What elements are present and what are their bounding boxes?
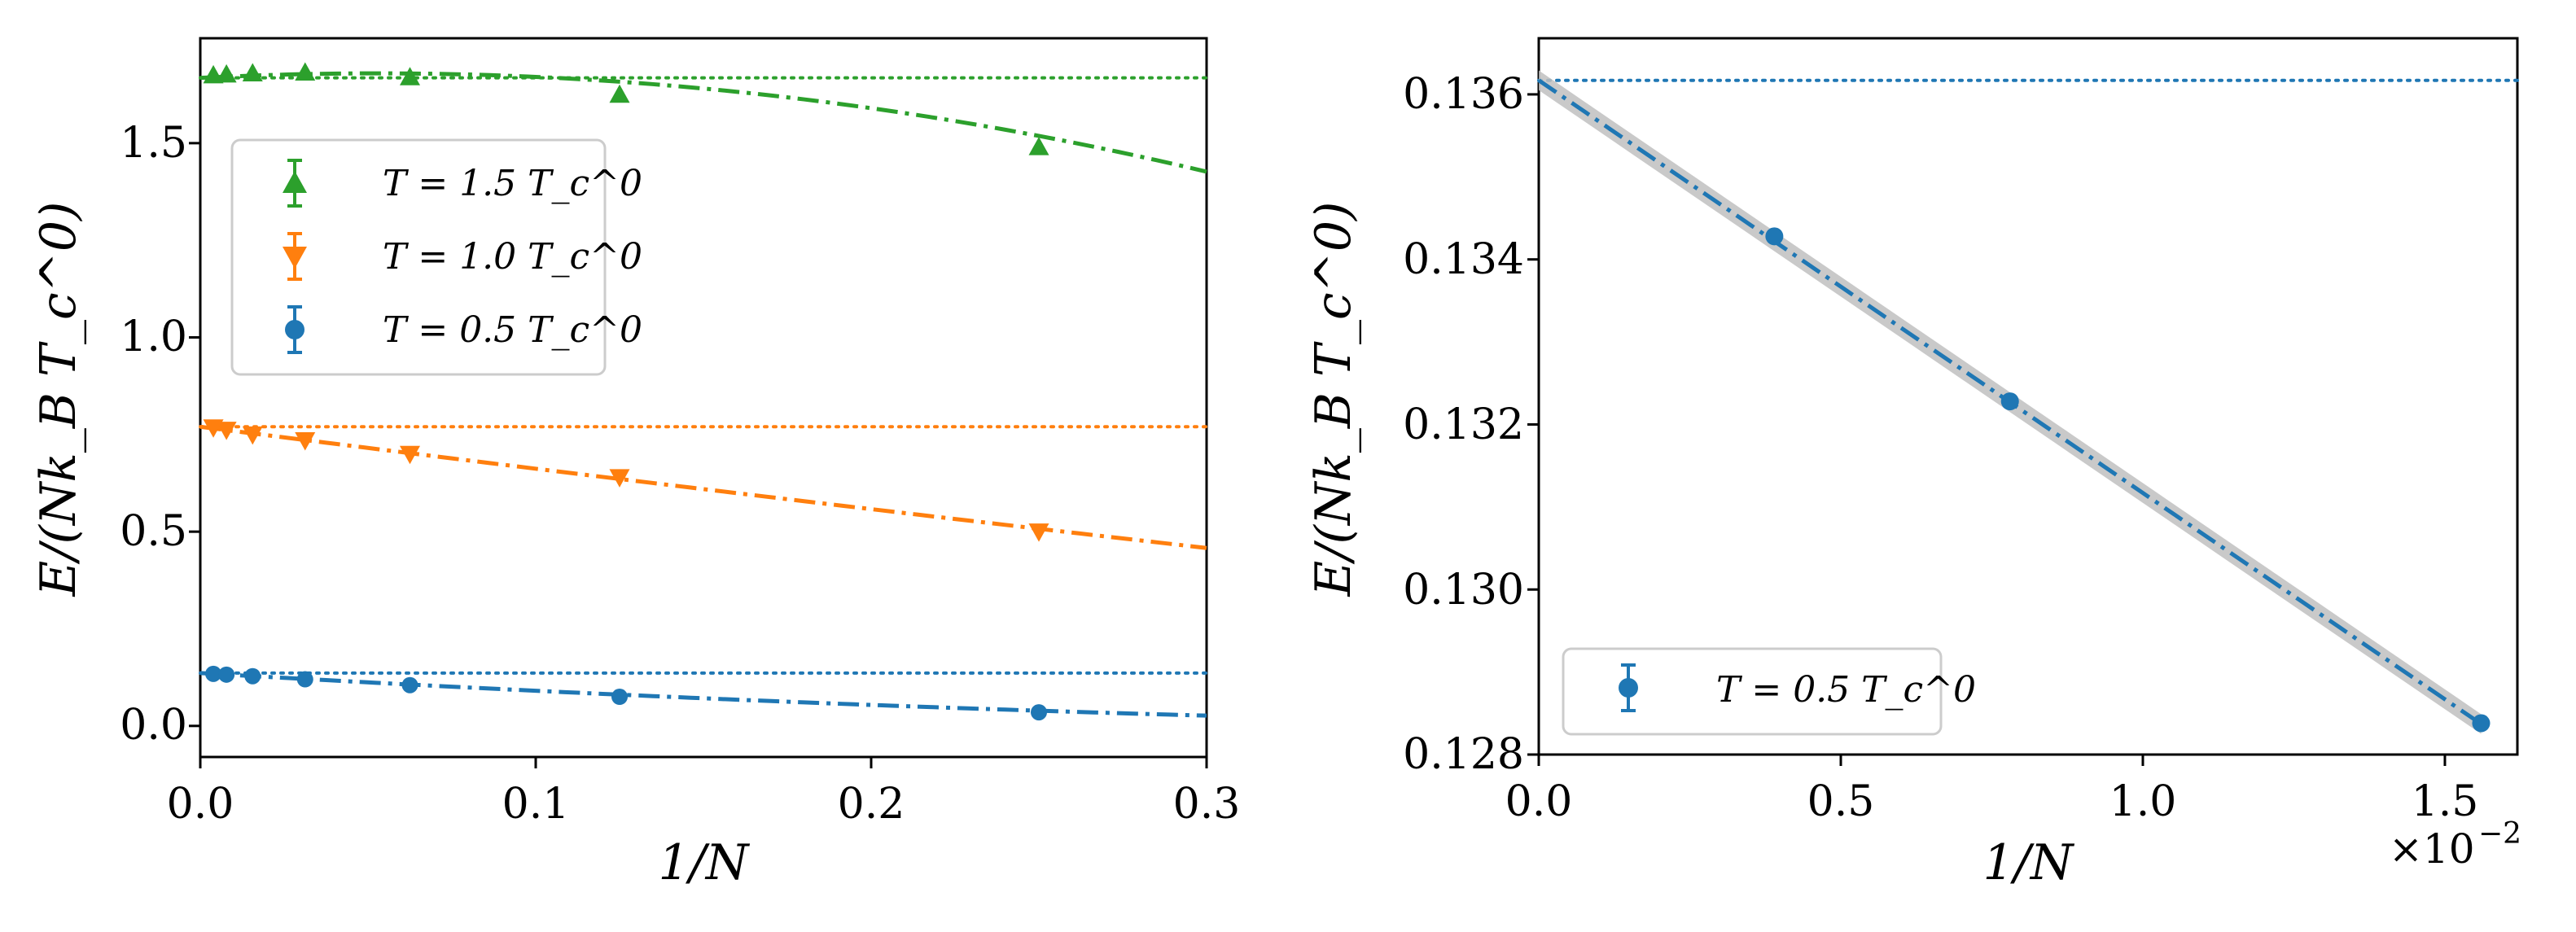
right-legend-box: [1562, 647, 1943, 736]
right-x-tick-label: 0.0: [1505, 777, 1573, 826]
data-point: [1028, 137, 1049, 155]
data-point: [205, 665, 222, 682]
right-y-tick-label: 0.134: [1403, 235, 1524, 284]
left-y-ticks: 0.0 0.5 1.0 1.5: [120, 119, 187, 750]
data-point: [611, 689, 628, 706]
data-point: [295, 432, 316, 451]
x-offset-base: ×10: [2389, 825, 2475, 873]
left-y-axis-label: E/(Nk_B T_c^0): [30, 202, 87, 597]
legend-marker-t15: [283, 159, 307, 208]
data-point: [1028, 523, 1049, 542]
legend-marker: [283, 247, 307, 269]
right-plot: 0.0 0.5 1.0 1.5 0.128 0.130 0.132 0.134 …: [1305, 37, 2521, 891]
data-point: [242, 426, 263, 445]
left-plot: 0.0 0.1 0.2 0.3 0.0 0.5 1.0 1.5 1/N E/(N…: [30, 37, 1241, 891]
data-point: [2472, 714, 2491, 733]
data-point: [401, 676, 418, 694]
left-x-axis-label: 1/N: [659, 834, 751, 891]
data-point: [609, 84, 630, 103]
data-point: [400, 67, 420, 85]
right-x-tick-label: 1.5: [2412, 777, 2479, 826]
legend-label-right-t05: T = 0.5 T_c^0: [1716, 669, 1976, 711]
left-x-tick-label: 0.0: [167, 780, 234, 829]
data-point: [242, 63, 263, 81]
legend-marker-t05: [285, 305, 304, 354]
data-point: [400, 445, 420, 465]
data-point: [295, 62, 316, 81]
data-point: [218, 666, 235, 683]
data-point: [609, 469, 630, 488]
right-plot-marks: [1527, 70, 2519, 766]
legend-marker: [1619, 678, 1638, 698]
right-legend: T = 0.5 T_c^0: [1562, 647, 1976, 736]
right-x-tick-label: 0.5: [1807, 777, 1875, 826]
right-plot-frame: [1537, 37, 2519, 756]
right-y-tick-label: 0.132: [1403, 400, 1524, 449]
fit-curve: [199, 424, 1207, 550]
fit-curve: [199, 671, 1207, 718]
legend-label-t10: T = 1.0 T_c^0: [383, 236, 642, 278]
data-point: [216, 422, 237, 440]
data-point: [296, 671, 313, 688]
right-y-tick-label: 0.130: [1403, 566, 1524, 615]
right-y-axis-label: E/(Nk_B T_c^0): [1305, 202, 1362, 597]
left-legend-box: [230, 138, 607, 376]
left-y-tick-label: 0.0: [120, 701, 187, 750]
left-x-tick-label: 0.3: [1173, 780, 1241, 829]
left-y-tick-label: 1.5: [120, 119, 187, 168]
right-y-tick-label: 0.128: [1403, 730, 1524, 779]
left-x-tick-label: 0.1: [502, 780, 570, 829]
legend-marker: [285, 320, 304, 339]
left-y-tick-label: 0.5: [120, 507, 187, 556]
data-point: [2000, 392, 2019, 411]
legend-label-t15: T = 1.5 T_c^0: [383, 163, 642, 204]
right-x-offset-text: ×10 −2: [2389, 817, 2521, 873]
legend-marker-right-t05: [1619, 663, 1638, 712]
left-x-tick-label: 0.2: [838, 780, 905, 829]
legend-marker-t10: [283, 232, 307, 281]
right-x-ticks: 0.0 0.5 1.0 1.5: [1505, 777, 2479, 826]
right-y-ticks: 0.128 0.130 0.132 0.134 0.136: [1403, 70, 1524, 779]
left-y-tick-label: 1.0: [120, 313, 187, 361]
left-plot-marks: [189, 62, 1208, 768]
fit-curve: [199, 71, 1207, 174]
x-offset-exponent: −2: [2478, 817, 2521, 851]
left-legend: T = 1.5 T_c^0 T = 1.0 T_c^0 T = 0.5 T_c^…: [230, 138, 642, 376]
data-point: [244, 667, 261, 685]
right-x-axis-label: 1/N: [1983, 834, 2075, 891]
legend-label-t05: T = 0.5 T_c^0: [383, 309, 642, 351]
legend-marker: [283, 171, 307, 193]
data-point: [216, 63, 237, 83]
right-y-tick-label: 0.136: [1403, 70, 1524, 119]
right-x-tick-label: 1.0: [2109, 777, 2177, 826]
data-point: [1031, 704, 1047, 721]
data-point: [1765, 227, 1784, 246]
left-plot-frame: [199, 37, 1208, 759]
left-x-ticks: 0.0 0.1 0.2 0.3: [167, 780, 1241, 829]
